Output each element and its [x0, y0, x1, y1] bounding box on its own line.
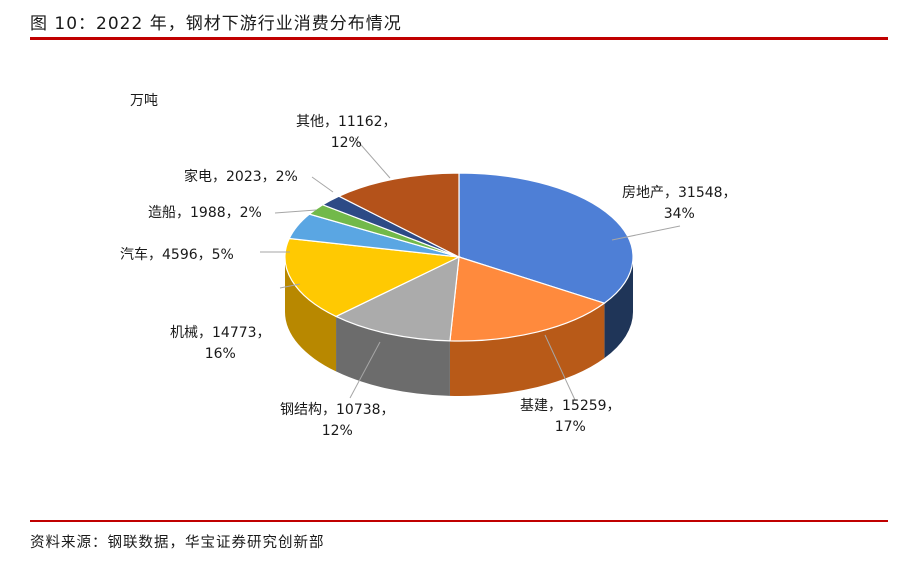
leader-real-estate [611, 225, 681, 241]
leader-shipbuilding [274, 209, 317, 214]
label-infrastructure: 基建，15259， 17% [520, 398, 621, 435]
side-steel-structure [336, 316, 450, 396]
label-other: 其他，11162， 12% [296, 114, 397, 151]
label-shipbuilding: 造船，1988，2% [148, 205, 262, 221]
slice-steel-structure [334, 255, 460, 342]
source-note: 资料来源：钢联数据，华宝证券研究创新部 [30, 535, 325, 551]
leader-other [354, 137, 391, 179]
leader-appliances [311, 176, 334, 193]
label-machinery: 机械，14773， 16% [170, 325, 271, 362]
slice-infrastructure [449, 256, 606, 342]
leader-infrastructure [544, 334, 576, 401]
leader-steel-structure [349, 341, 381, 399]
side-infrastructure [449, 303, 605, 397]
label-steel-structure: 钢结构，10738， 12% [280, 402, 395, 439]
unit-label: 万吨 [130, 93, 158, 109]
title-rule [30, 37, 888, 40]
side-machinery [285, 257, 337, 372]
slice-other [337, 172, 460, 258]
slice-machinery [284, 237, 462, 318]
figure-title: 图 10：2022 年，钢材下游行业消费分布情况 [30, 14, 402, 34]
source-rule [30, 520, 888, 522]
label-real-estate: 房地产，31548， 34% [622, 185, 737, 222]
side-real-estate [604, 257, 633, 359]
label-auto: 汽车，4596，5% [120, 247, 234, 263]
leader-machinery [279, 283, 301, 289]
label-appliances: 家电，2023，2% [184, 169, 298, 185]
